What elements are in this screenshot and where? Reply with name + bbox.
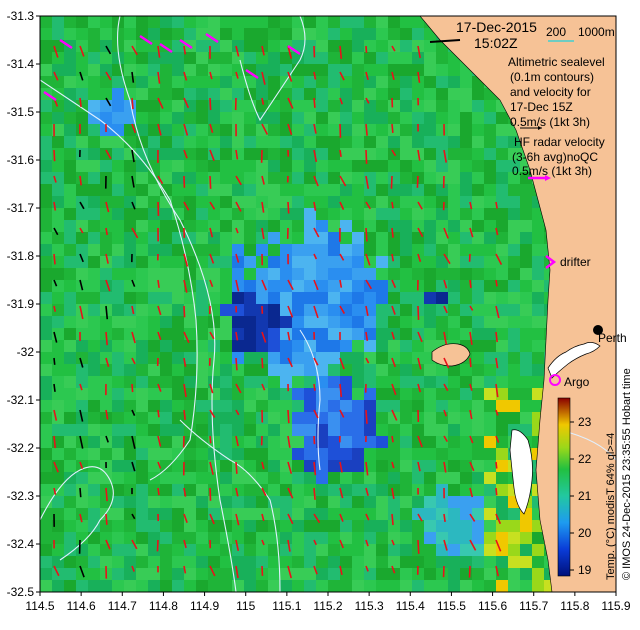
x-tick-label: 114.8	[149, 599, 178, 613]
y-tick-label: -32.5	[7, 585, 35, 599]
peel-inlet	[509, 429, 533, 515]
colorbar-ticks: 19 20 21 22 23	[570, 415, 592, 577]
x-tick-label: 114.6	[67, 599, 96, 613]
drifter-icon	[545, 255, 557, 269]
scale-depth-line	[429, 39, 461, 43]
altimetry-arrow-head	[538, 126, 542, 130]
y-tick-label: -31.7	[7, 201, 35, 215]
plot-area	[40, 16, 616, 592]
map-date: 17-Dec-2015	[456, 19, 537, 35]
y-tick-label: -32.3	[7, 489, 35, 503]
colorbar-label: Temp. (°C) modisT 64% ql>=4	[605, 433, 617, 580]
y-tick-label: -32	[17, 345, 35, 359]
x-tick-label: 115.4	[396, 599, 425, 613]
altimetry-line-4: 17-Dec 15Z	[510, 100, 573, 114]
perth-marker-icon	[593, 325, 603, 335]
y-tick-label: -31.9	[7, 297, 35, 311]
x-tick-label: 115.3	[355, 599, 384, 613]
colorbar-tick-label: 23	[578, 415, 592, 429]
hf-radar-arrows	[43, 33, 301, 101]
x-tick-label: 115	[236, 599, 255, 613]
hf-line-1: HF radar velocity	[514, 135, 605, 149]
x-tick-label: 115.8	[560, 599, 589, 613]
x-tick-label: 115.5	[437, 599, 466, 613]
argo-label: Argo	[564, 375, 590, 389]
y-tick-label: -31.4	[7, 57, 35, 71]
map-time: 15:02Z	[474, 35, 518, 51]
y-tick-label: -31.5	[7, 105, 35, 119]
altimetry-line-1: Altimetric sealevel	[508, 55, 605, 69]
y-tick-label: -31.8	[7, 249, 35, 263]
x-tick-label: 115.1	[272, 599, 301, 613]
x-tick-label: 114.9	[190, 599, 219, 613]
credit-text: © IMOS 24-Dec-2015 23:35:55 Hobart time	[621, 368, 633, 580]
rottnest-island	[431, 343, 471, 367]
swan-river	[547, 342, 601, 379]
x-tick-label: 115.6	[478, 599, 507, 613]
colorbar-tick-label: 20	[578, 526, 592, 540]
hf-arrow-legend-head	[545, 175, 551, 181]
y-tick-label: -32.2	[7, 441, 35, 455]
colorbar-tick-label: 22	[578, 452, 592, 466]
colorbar-tick-label: 19	[578, 563, 592, 577]
altimetry-line-2: (0.1m contours)	[510, 70, 594, 84]
scale-label: 200	[546, 25, 566, 39]
x-tick-label: 115.7	[519, 599, 548, 613]
x-tick-label: 114.5	[25, 599, 54, 613]
drifter-label: drifter	[560, 255, 591, 269]
y-tick-label: -31.6	[7, 153, 35, 167]
altimetry-line-5: 0.5m/s (1kt 3h)	[510, 115, 590, 129]
x-tick-label: 114.7	[108, 599, 137, 613]
perth-label: Perth	[598, 331, 627, 345]
x-axis-ticks: 114.5 114.6 114.7 114.8 114.9 115 115.1 115.2 11…	[25, 592, 631, 613]
altimetry-line-3: and velocity for	[510, 85, 591, 99]
hf-note: HF radar velocity (3-6h avg)noQC 0.5m/s …	[512, 135, 605, 178]
altimetry-note: Altimetric sealevel (0.1m contours) and …	[508, 55, 605, 129]
argo-marker-icon	[549, 374, 561, 386]
y-tick-label: -31.3	[7, 9, 35, 23]
y-tick-label: -32.1	[7, 393, 35, 407]
velocity-arrows	[53, 45, 503, 579]
x-tick-label: 115.9	[601, 599, 630, 613]
colorbar	[557, 397, 571, 577]
x-tick-label: 115.2	[313, 599, 342, 613]
scale-depth: 1000m	[578, 25, 615, 39]
y-tick-label: -32.4	[7, 537, 35, 551]
y-axis-ticks: -31.3 -31.4 -31.5 -31.6 -31.7 -31.8 -31.9 -32 -3…	[7, 9, 40, 599]
hf-line-3: 0.5m/s (1kt 3h)	[512, 164, 592, 178]
colorbar-tick-label: 21	[578, 489, 592, 503]
hf-line-2: (3-6h avg)noQC	[512, 150, 598, 164]
